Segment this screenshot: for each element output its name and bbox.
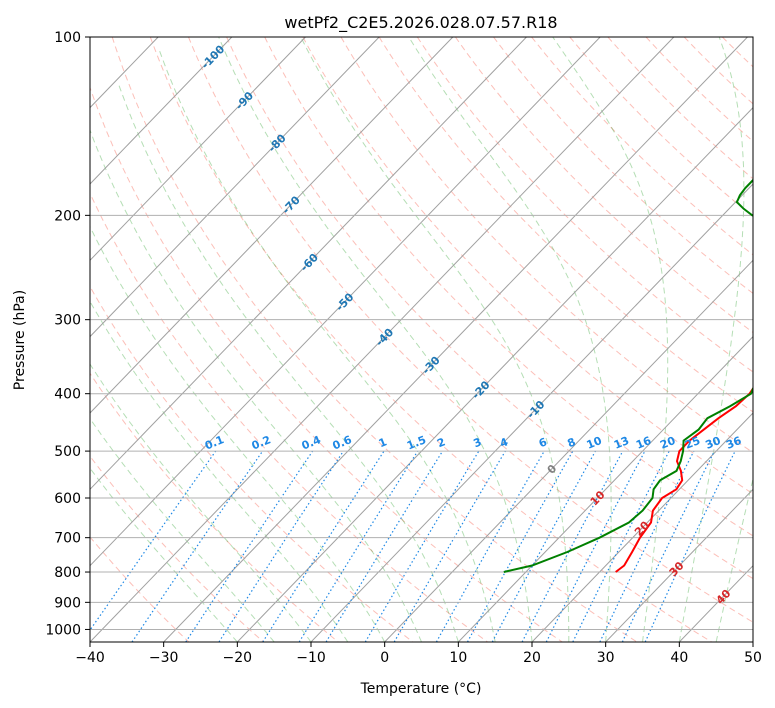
dry-adiabat — [302, 37, 753, 495]
profile-lines — [503, 178, 753, 573]
isotherm-line — [531, 412, 753, 642]
mixing-ratio-label: 25 — [683, 434, 702, 452]
dry-adiabat — [607, 37, 753, 180]
mixing-ratio-line — [218, 450, 344, 642]
mixing-ratio-line — [572, 450, 670, 642]
y-tick-label: 100 — [54, 30, 81, 46]
chart-title: wetPf2_C2E5.2026.028.07.57.R18 — [284, 13, 557, 33]
isotherm-line — [236, 106, 753, 642]
moist-adiabat — [90, 300, 349, 642]
isotherm-line — [90, 37, 233, 185]
dry-adiabat — [149, 37, 712, 642]
isotherm-line — [605, 488, 753, 642]
y-tick-label: 700 — [54, 531, 81, 547]
y-tick-label: 300 — [54, 313, 81, 329]
mixing-ratio-label: 8 — [565, 435, 577, 450]
axes: −40 −30 −20 −10 0 10 20 30 40 50 100 200 300 400 500 60… — [45, 30, 762, 666]
mixing-ratio-label: 16 — [634, 434, 653, 452]
y-tick-label: 900 — [54, 595, 81, 611]
y-tick-label: 400 — [54, 387, 81, 403]
dry-adiabat — [645, 37, 753, 142]
isotherm-line — [90, 37, 454, 414]
pressure-grid — [90, 37, 753, 630]
x-tick-label: −40 — [75, 650, 105, 666]
isotherm-line — [90, 37, 527, 491]
mixing-ratio-label: 10 — [585, 434, 604, 452]
moist-adiabat — [117, 83, 459, 642]
dry-adiabat — [90, 86, 563, 642]
y-tick-label: 500 — [54, 444, 81, 460]
y-axis-label: Pressure (hPa) — [12, 290, 28, 390]
dry-adiabat — [188, 37, 753, 623]
y-tick-label: 600 — [54, 491, 81, 507]
mixing-ratio-label: 36 — [724, 434, 743, 452]
mixing-ratio-label: 20 — [658, 434, 677, 452]
mixing-ratio-line — [599, 450, 695, 642]
mixing-ratio-line — [90, 450, 217, 632]
x-axis-label: Temperature (°C) — [360, 681, 482, 697]
mixing-ratio-line — [262, 450, 385, 642]
dry-adiabat — [90, 536, 190, 642]
isotherm-line — [163, 37, 748, 642]
x-tick-label: −10 — [296, 650, 326, 666]
dry-adiabat — [264, 37, 753, 537]
temperature-profile — [615, 386, 753, 573]
mixing-ratio-line — [466, 450, 574, 642]
dry-adiabat — [90, 192, 488, 642]
isotherm-line — [90, 37, 306, 262]
mixing-ratio-label: 3 — [471, 435, 483, 450]
mixing-ratio-label: 13 — [612, 434, 631, 452]
dry-adiabat — [416, 37, 753, 373]
x-tick-label: 30 — [597, 650, 615, 666]
dry-adiabat — [226, 37, 753, 580]
x-tick-label: −30 — [149, 650, 179, 666]
moist-adiabat — [300, 37, 570, 642]
mixing-ratio-line — [325, 450, 444, 642]
mixing-ratio-label: 1 — [377, 435, 389, 450]
x-tick-label: 40 — [670, 650, 688, 666]
dry-adiabat — [90, 372, 339, 642]
moist-adiabat — [90, 467, 238, 642]
isotherm-line — [384, 259, 753, 642]
mixing-ratio-line — [185, 450, 314, 642]
moist-adiabat — [90, 128, 422, 642]
dry-adiabat — [90, 285, 414, 642]
moist-adiabat — [715, 476, 753, 642]
dry-adiabat — [378, 37, 753, 413]
x-tick-label: 50 — [744, 650, 762, 666]
dry-adiabat — [531, 37, 753, 256]
mixing-ratio-line — [131, 450, 264, 642]
moist-adiabat — [90, 417, 275, 642]
moist-adiabat — [678, 37, 745, 642]
x-tick-label: −20 — [223, 650, 253, 666]
mixing-ratio-line — [435, 450, 545, 642]
x-tick-label: 10 — [449, 650, 467, 666]
plot-frame — [89, 36, 754, 643]
moist-adiabat — [158, 49, 496, 642]
isotherm-line — [90, 37, 675, 642]
dewpoint-profile — [503, 178, 753, 573]
isotherm-line — [90, 37, 601, 567]
isotherm-line — [310, 183, 753, 642]
dry-adiabat — [493, 37, 753, 295]
x-tick-label: 0 — [380, 650, 389, 666]
x-tick-label: 20 — [523, 650, 541, 666]
moist-adiabat — [552, 37, 669, 642]
mixing-ratio-label: 2 — [435, 435, 447, 450]
moist-adiabat — [218, 37, 533, 642]
y-tick-label: 200 — [54, 208, 81, 224]
isotherm-line — [457, 335, 753, 642]
background-lines — [90, 37, 753, 642]
moist-adiabat — [408, 37, 612, 642]
dry-adiabat — [111, 37, 638, 642]
y-tick-label: 800 — [54, 565, 81, 581]
isotherm-line — [90, 37, 380, 338]
y-tick-label: 1000 — [45, 622, 81, 638]
mixing-ratio-label: 30 — [704, 434, 723, 452]
